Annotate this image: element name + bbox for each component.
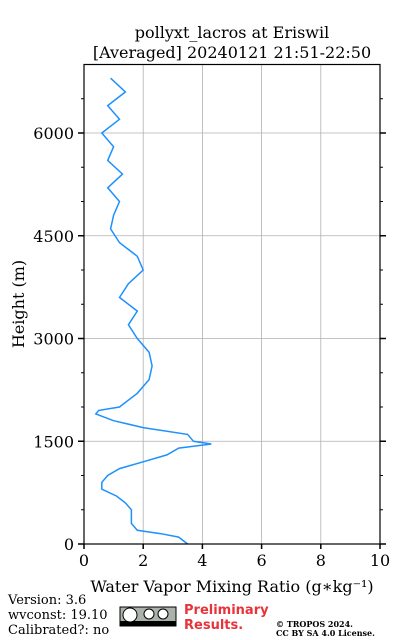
preliminary: Preliminary	[184, 603, 269, 618]
x-tick-label: 10	[370, 551, 390, 570]
y-tick-label: 3000	[33, 330, 74, 349]
wvconst: wvconst: 19.10	[8, 608, 108, 623]
x-tick-label: 0	[79, 551, 89, 570]
preliminary: Results.	[184, 618, 243, 633]
y-tick-label: 4500	[33, 227, 74, 246]
y-axis-label: Height (m)	[9, 260, 28, 348]
y-tick-label: 6000	[33, 124, 74, 143]
y-tick-label: 0	[64, 535, 74, 554]
x-tick-label: 4	[197, 551, 207, 570]
x-tick-label: 2	[138, 551, 148, 570]
copyright: CC BY SA 4.0 License.	[276, 628, 375, 638]
cc-badge	[119, 606, 177, 627]
x-tick-label: 6	[257, 551, 267, 570]
plot-frame	[83, 63, 381, 545]
profile-line	[94, 77, 212, 545]
chart-title: [Averaged] 20240121 21:51-22:50	[93, 43, 371, 62]
copyright: © TROPOS 2024.	[276, 619, 353, 629]
x-tick-label: 8	[316, 551, 326, 570]
x-axis-label: Water Vapor Mixing Ratio (g∗kg⁻¹)	[90, 577, 373, 596]
y-tick-label: 1500	[33, 432, 74, 451]
version: Version: 3.6	[7, 593, 86, 608]
calibrated: Calibrated?: no	[8, 623, 109, 638]
chart-title: pollyxt_lacros at Eriswil	[135, 23, 329, 42]
